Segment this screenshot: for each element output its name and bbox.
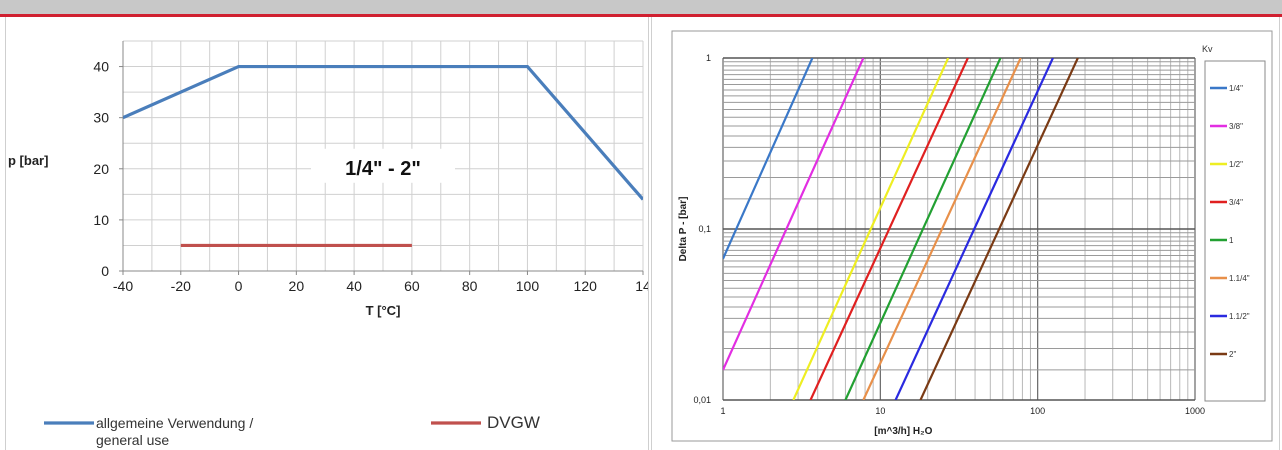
legend-label: allgemeine Verwendung / — [96, 415, 253, 431]
kv-series-line-5 — [862, 58, 1022, 400]
x-tick-label: 80 — [462, 278, 478, 294]
y-tick-label: 1 — [706, 53, 711, 63]
y-tick-label: 20 — [93, 161, 109, 177]
x-tick-label: 40 — [346, 278, 362, 294]
legend-label: 1/2" — [1229, 160, 1243, 169]
y-axis-label: p [bar] — [8, 153, 48, 168]
kv-series-line-7 — [919, 58, 1079, 400]
x-tick-label: 20 — [289, 278, 305, 294]
x-tick-label: 1 — [720, 406, 725, 416]
kv-series-line-3 — [809, 58, 969, 400]
legend-box — [1204, 60, 1266, 402]
x-tick-label: 100 — [1030, 406, 1045, 416]
x-tick-label: 60 — [404, 278, 420, 294]
x-tick-label: 0 — [235, 278, 243, 294]
legend-label: 2" — [1229, 350, 1236, 359]
legend-label: 3/4" — [1229, 198, 1243, 207]
legend-label: DVGW — [487, 413, 540, 432]
x-tick-label: -40 — [113, 278, 133, 294]
kv-series-line-6 — [894, 58, 1054, 400]
legend-label: 3/8" — [1229, 122, 1243, 131]
legend-label: 1.1/4" — [1229, 274, 1250, 283]
top-bar — [0, 0, 1282, 17]
x-tick-label: 100 — [516, 278, 540, 294]
y-tick-label: 10 — [93, 212, 109, 228]
y-axis-label: Delta P - [bar] — [678, 197, 689, 262]
x-tick-label: 1000 — [1185, 406, 1205, 416]
y-tick-label: 30 — [93, 110, 109, 126]
x-tick-label: -20 — [171, 278, 191, 294]
kv-series-line-4 — [844, 58, 1002, 400]
flow-pressure-drop-chart-panel: 1 10 100 1000 0,01 0,1 1 [m^3/h] H₂O Delta P - [… — [651, 17, 1280, 450]
x-tick-label: 120 — [574, 278, 598, 294]
y-tick-label: 0 — [101, 263, 109, 279]
series-group — [123, 64, 643, 248]
x-axis-label: [m^3/h] H₂O — [874, 426, 932, 437]
kv-series-line-0 — [723, 58, 814, 260]
y-tick-label: 40 — [93, 59, 109, 75]
range-annotation: 1/4" - 2" — [345, 158, 421, 180]
x-tick-label: 10 — [875, 406, 885, 416]
legend-title: Kv — [1202, 44, 1213, 54]
series-line-general-use — [123, 64, 643, 201]
legend-label: general use — [96, 432, 169, 448]
x-axis-label: T [°C] — [366, 303, 401, 318]
series-group — [723, 58, 1079, 400]
x-tick-label: 14 — [635, 278, 648, 294]
pressure-temperature-chart-panel: -40 -20 0 20 40 60 80 100 120 14 0 10 20 30 40 p [bar] T… — [5, 17, 649, 450]
kv-series-line-2 — [792, 58, 950, 400]
y-tick-label: 0,1 — [698, 224, 711, 234]
flow-pressure-drop-chart: 1 10 100 1000 0,01 0,1 1 [m^3/h] H₂O Delta P - [… — [671, 30, 1273, 442]
legend-label: 1 — [1229, 236, 1234, 245]
annotation-box — [311, 148, 455, 183]
y-tick-label: 0,01 — [693, 395, 711, 405]
kv-series-line-1 — [723, 58, 865, 371]
legend-label: 1.1/2" — [1229, 312, 1250, 321]
legend-label: 1/4" — [1229, 84, 1243, 93]
